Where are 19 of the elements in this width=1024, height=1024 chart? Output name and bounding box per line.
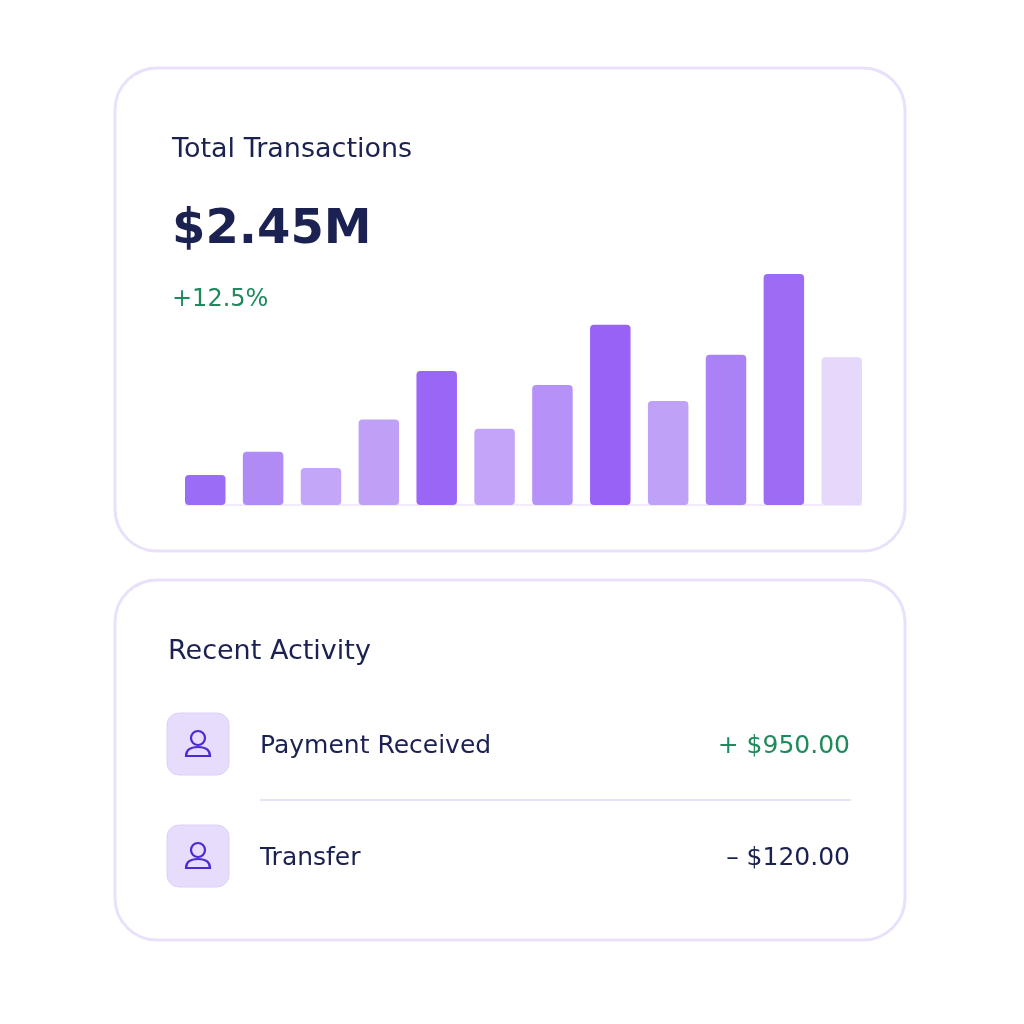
text: Payment Received (260, 730, 492, 759)
bar (416, 371, 457, 505)
text: + $950.00 (717, 730, 850, 759)
bar (474, 428, 515, 505)
bar (242, 451, 284, 505)
bar (763, 274, 805, 505)
text: Transfer (259, 842, 362, 871)
bar (185, 474, 226, 505)
text: – $120.00 (726, 842, 850, 871)
chart-title: Total Transactions (171, 132, 413, 163)
bar (358, 419, 400, 505)
bar (647, 401, 689, 505)
annotation: +12.5% (172, 284, 269, 312)
bar (300, 468, 342, 505)
bar (705, 354, 747, 505)
bar (590, 324, 631, 505)
bar (532, 384, 573, 505)
chart-subtitle: $2.45M (172, 198, 372, 254)
text: Recent Activity (168, 634, 371, 665)
